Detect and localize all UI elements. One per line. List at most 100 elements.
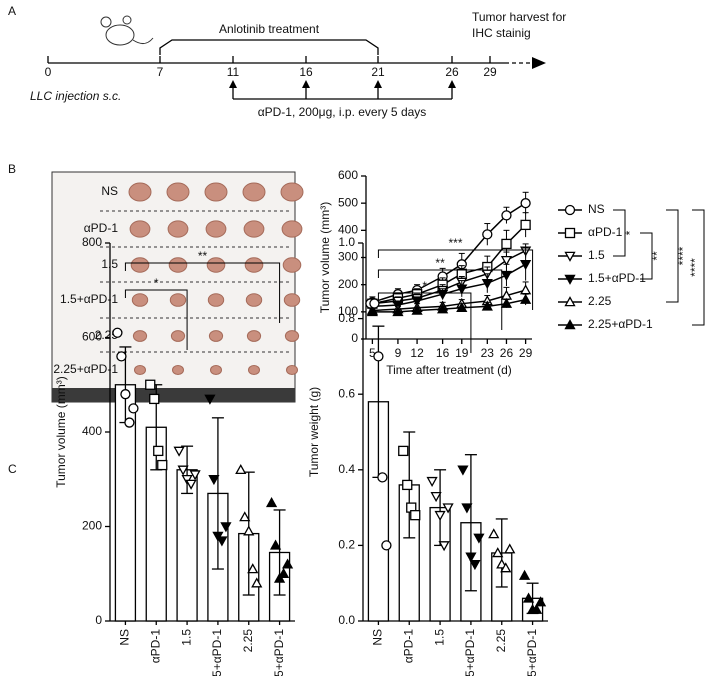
sig-label: *: [154, 276, 159, 290]
x-tick-label: 12: [410, 346, 424, 360]
panel-letter: B: [8, 162, 16, 176]
dose-arrow-head: [229, 80, 237, 88]
x-tick-label: 5: [369, 346, 376, 360]
panel-letter: C: [8, 462, 17, 476]
marker: [265, 497, 278, 508]
sig-bracket: [377, 292, 472, 353]
legend-label: αPD-1: [588, 225, 623, 239]
tumor: [245, 293, 263, 307]
tumor: [282, 257, 302, 273]
sig-bracket: [613, 209, 626, 257]
marker: [149, 393, 160, 405]
tumor: [242, 182, 266, 202]
y-tick-label: 200: [82, 519, 102, 533]
marker: [438, 541, 450, 552]
marker: [534, 596, 547, 607]
marker: [120, 389, 131, 400]
marker: [411, 296, 423, 307]
marker: [456, 284, 468, 295]
marker: [243, 525, 255, 536]
tumor: [172, 365, 184, 375]
harvest-label: Tumor harvest for: [472, 10, 566, 24]
marker: [220, 522, 232, 533]
tumor: [166, 182, 190, 202]
tumor: [281, 220, 303, 238]
legend-label: NS: [588, 202, 605, 216]
treatment-label: Anlotinib treatment: [219, 22, 320, 36]
marker: [277, 567, 290, 578]
tumor: [204, 182, 228, 202]
sig-bracket: [640, 232, 653, 280]
sig-bracket: [666, 209, 679, 303]
marker: [504, 543, 516, 554]
tumor: [286, 365, 298, 375]
marker: [492, 547, 504, 558]
tumor: [208, 330, 224, 342]
x-tick-label: NS: [371, 629, 385, 646]
marker: [426, 476, 438, 487]
x-axis-label: Time after treatment (d): [386, 363, 512, 377]
sig-bracket: [124, 262, 281, 323]
marker: [366, 305, 378, 317]
marker: [112, 327, 123, 338]
marker: [473, 533, 485, 544]
sig-label: *: [623, 230, 637, 235]
y-tick-label: 0: [351, 331, 358, 345]
y-tick-label: 400: [338, 223, 358, 237]
sig-bracket: [377, 269, 503, 330]
x-tick-label: 2.25+αPD-1: [525, 629, 539, 676]
marker: [239, 511, 251, 522]
y-tick-label: 400: [82, 424, 102, 438]
x-tick-label: 9: [395, 346, 402, 360]
photo-row-label: 1.5+αPD-1: [60, 292, 118, 306]
x-tick-label: 23: [481, 346, 495, 360]
dosing-label: αPD-1, 200μg, i.p. every 5 days: [258, 105, 427, 119]
legend-marker: [564, 296, 576, 307]
photo-row-label: 2.25+αPD-1: [53, 362, 118, 376]
x-tick-label: 2.25: [241, 629, 255, 653]
y-tick-label: 200: [338, 277, 358, 291]
sig-label: **: [435, 256, 445, 270]
marker: [281, 558, 294, 569]
tumor: [284, 330, 300, 342]
y-tick-label: 1.0: [338, 235, 355, 249]
tumor: [168, 257, 188, 273]
sig-label: **: [650, 251, 664, 261]
tumor: [130, 257, 150, 273]
marker: [501, 210, 512, 221]
marker: [520, 260, 532, 271]
day-label: 0: [45, 65, 52, 79]
marker: [381, 540, 392, 551]
marker: [457, 465, 469, 476]
tumor: [248, 365, 260, 375]
y-axis-label: Tumor weight (g): [307, 387, 321, 477]
marker: [456, 301, 468, 313]
marker: [481, 300, 493, 311]
marker: [520, 293, 532, 304]
marker: [461, 503, 473, 514]
x-tick-label: 16: [436, 346, 450, 360]
sig-label: *: [422, 279, 427, 293]
dose-arrow-head: [374, 80, 382, 88]
dose-arrow-head: [448, 80, 456, 88]
legend-marker: [564, 204, 576, 216]
treatment-bracket: [159, 39, 379, 55]
marker: [500, 270, 513, 281]
marker: [145, 379, 156, 390]
y-tick-label: 600: [338, 168, 358, 182]
marker: [520, 284, 532, 295]
legend-label: 2.25: [588, 294, 612, 308]
dose-arrow-head: [302, 80, 310, 88]
marker: [500, 297, 513, 308]
marker: [398, 445, 409, 457]
marker: [247, 563, 259, 574]
sig-label: ***: [448, 236, 462, 250]
y-tick-label: 800: [82, 235, 102, 249]
marker: [377, 472, 388, 483]
legend-marker: [564, 251, 576, 262]
injection-label: LLC injection s.c.: [30, 89, 121, 103]
tumor: [283, 293, 301, 307]
marker: [212, 531, 224, 542]
sig-label: **: [198, 249, 208, 263]
x-tick-label: 29: [519, 346, 533, 360]
